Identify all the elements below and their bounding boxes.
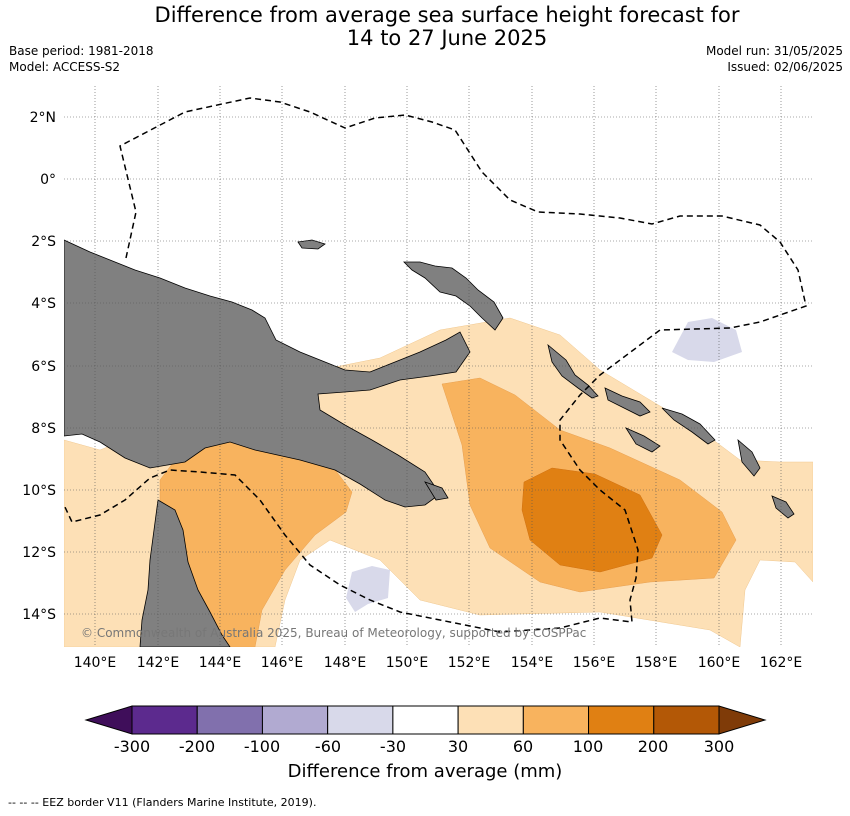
new-guinea-land <box>64 239 471 508</box>
anomaly-100-200-region <box>521 467 663 573</box>
lon-label: 158°E <box>635 655 678 671</box>
colorbar-tick: 200 <box>638 737 669 756</box>
model-run: Model run: 31/05/2025 <box>705 44 843 58</box>
base-period: Base period: 1981-2018 <box>9 44 154 58</box>
lon-label: 140°E <box>74 655 117 671</box>
lat-label: 0° <box>40 172 56 188</box>
colorbar-tick: -30 <box>380 737 406 756</box>
lat-label: 2°S <box>31 234 56 250</box>
lat-label: 10°S <box>22 483 56 499</box>
lat-label: 14°S <box>22 607 56 623</box>
colorbar-cell <box>261 705 329 735</box>
colorbar-cell <box>457 705 524 735</box>
meta-right: Model run: 31/05/2025 Issued: 02/06/2025 <box>706 43 843 75</box>
lon-label: 144°E <box>199 655 242 671</box>
copyright-note: © Commonwealth of Australia 2025, Bureau… <box>81 626 586 640</box>
solomon-islands-land-1 <box>604 387 651 417</box>
new-ireland-land <box>547 343 599 399</box>
lon-label: 150°E <box>386 655 429 671</box>
colorbar-cell <box>392 705 459 735</box>
colorbar-tick: 300 <box>704 737 735 756</box>
lon-label: 146°E <box>261 655 304 671</box>
colorbar-cell <box>196 705 263 735</box>
colorbar-tick: -100 <box>244 737 280 756</box>
colorbar-ticks: -300 -200 -100 -60 -30 30 60 100 200 300 <box>114 737 734 756</box>
colorbar-tick: -200 <box>179 737 215 756</box>
colorbar-cell <box>653 705 720 735</box>
colorbar-cell <box>588 705 655 735</box>
lat-label: 2°N <box>30 110 56 126</box>
colorbar-tick: 100 <box>573 737 604 756</box>
colorbar-extend-max <box>718 705 767 735</box>
lon-label: 162°E <box>760 655 803 671</box>
lon-label: 148°E <box>324 655 367 671</box>
eez-border-line <box>64 97 807 633</box>
colorbar-tick: -60 <box>315 737 341 756</box>
lon-label: 154°E <box>511 655 554 671</box>
lat-label: 4°S <box>31 296 56 312</box>
vanuatu-land <box>771 495 795 519</box>
australia-cape-york-land <box>139 499 231 647</box>
issued-date: Issued: 02/06/2025 <box>727 60 843 74</box>
lat-label: 8°S <box>31 421 56 437</box>
graticule <box>64 86 813 647</box>
lon-label: 160°E <box>698 655 741 671</box>
louisiade-land <box>424 481 449 501</box>
new-britain-land <box>403 261 504 331</box>
colorbar-tick: 60 <box>513 737 533 756</box>
lon-label: 142°E <box>137 655 180 671</box>
lon-label: 152°E <box>448 655 491 671</box>
colorbar-cell <box>131 705 198 735</box>
lat-labels: 2°N 0° 2°S 4°S 6°S 8°S 10°S 12°S 14°S <box>22 110 56 623</box>
colorbar-cell <box>327 705 394 735</box>
lat-label: 12°S <box>22 545 56 561</box>
colorbar-tick: -300 <box>114 737 150 756</box>
chart-title: Difference from average sea surface heig… <box>0 4 850 50</box>
solomon-islands-land-4 <box>737 438 761 477</box>
solomon-islands-land-2 <box>661 407 716 445</box>
colorbar-tick: 30 <box>448 737 468 756</box>
anomaly-neg30-neg60-region-2 <box>346 566 390 612</box>
model-name: Model: ACCESS-S2 <box>9 60 121 74</box>
eez-legend-note: -- -- -- EEZ border V11 (Flanders Marine… <box>8 796 317 809</box>
colorbar-title: Difference from average (mm) <box>287 761 563 782</box>
colorbar-cell <box>522 705 590 735</box>
colorbar-cells <box>84 705 767 735</box>
title-line-1: Difference from average sea surface heig… <box>154 3 740 27</box>
lon-labels: 140°E 142°E 144°E 146°E 148°E 150°E 152°… <box>74 655 803 671</box>
meta-left: Base period: 1981-2018 Model: ACCESS-S2 <box>9 43 154 75</box>
title-line-2: 14 to 27 June 2025 <box>346 26 548 50</box>
lon-label: 156°E <box>573 655 616 671</box>
manus-island-land <box>297 239 326 250</box>
lat-label: 6°S <box>31 359 56 375</box>
colorbar-extend-min <box>84 705 133 735</box>
